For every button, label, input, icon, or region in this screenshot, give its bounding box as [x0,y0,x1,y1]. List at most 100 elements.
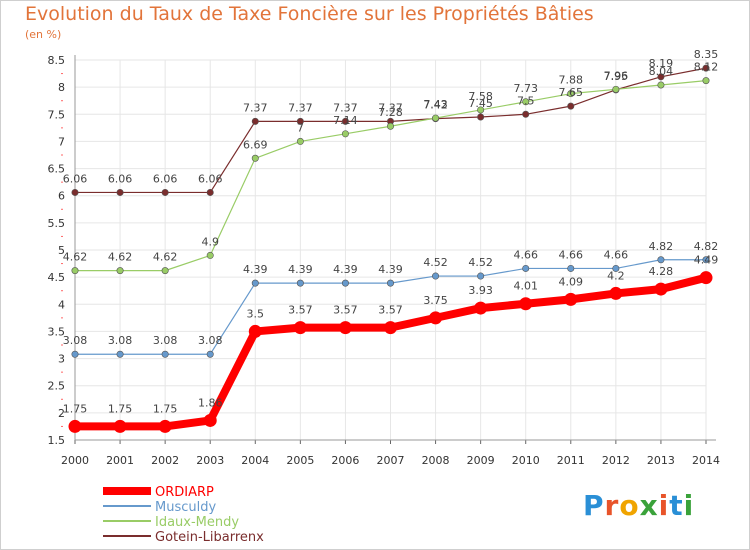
legend-label: Musculdy [155,500,216,515]
data-point [116,267,124,275]
data-point [206,350,214,358]
data-point [206,251,214,259]
data-point [522,110,530,118]
data-label: 4.62 [63,251,88,264]
logo-letter: x [639,489,659,522]
y-tick-label: 8.5 [48,54,66,67]
data-point [654,282,668,296]
data-point [699,271,713,285]
data-point [384,321,397,335]
data-label: 8.12 [694,61,719,74]
y-tick-label: 5.5 [48,217,66,230]
data-point [567,102,575,110]
data-point [567,90,575,98]
data-point [248,324,262,338]
data-point [702,256,710,264]
data-point [296,117,304,125]
data-label: 3.08 [153,334,178,347]
x-tick-label: 2000 [61,454,89,467]
data-label: 8.35 [694,48,719,61]
data-point [429,311,443,325]
data-point [296,279,304,287]
data-label: 7.42 [423,99,448,112]
data-point [519,297,533,311]
data-point [657,81,665,89]
data-labels: 1.75 1.75 1.75 1.86 3.5 3.57 3.57 3.57 3.75 3.93 4… [63,48,719,415]
x-tick-label: 2010 [512,454,540,467]
proxiti-logo: Proxiti [583,489,694,522]
data-point [71,350,79,358]
x-tick-label: 2004 [241,454,269,467]
y-tick-label: 2.5 [48,380,66,393]
data-label: 4.9 [201,235,219,248]
data-point [386,122,394,130]
legend-label: ORDIARP [155,485,214,500]
logo-letter: r [604,489,620,522]
data-point [477,106,485,114]
logo-letter: i [683,489,695,522]
x-tick-label: 2005 [286,454,314,467]
data-label: 1.86 [198,396,223,409]
data-label: 6.69 [243,138,268,151]
data-label: 3.57 [378,304,403,317]
data-point [474,301,488,315]
data-label: 4.82 [649,240,674,253]
data-label: 7 [297,121,304,134]
data-label: 4.52 [423,256,448,269]
data-point [432,114,440,122]
data-label: 7.37 [378,101,403,114]
data-label: 4.52 [468,256,493,269]
data-label: 4.62 [153,251,178,264]
data-point [116,350,124,358]
data-label: 6.06 [63,172,88,185]
data-point [251,279,259,287]
y-tick-label: 1.5 [48,434,66,447]
data-label: 4.2 [607,269,625,282]
data-label: 4.39 [378,263,403,276]
data-point [522,264,530,272]
y-tick-label: 4 [58,298,65,311]
data-point [341,279,349,287]
chart-unit: (en %) [25,28,62,41]
data-point [477,113,485,121]
data-label: 3.5 [247,307,265,320]
data-label: 7.14 [333,114,358,127]
series-lines [68,64,713,433]
data-label: 4.39 [243,263,268,276]
data-label: 6.06 [198,172,223,185]
data-point [702,64,710,72]
data-label: 8.19 [649,57,674,70]
x-tick-label: 2002 [151,454,179,467]
data-label: 3.08 [108,334,133,347]
data-label: 4.28 [649,265,674,278]
data-point [116,188,124,196]
data-label: 1.75 [108,402,133,415]
data-point [657,73,665,81]
y-tick-label: 6 [58,190,65,203]
data-label: 7.37 [333,101,358,114]
data-label: 4.01 [513,280,538,293]
data-label: 7.58 [468,90,493,103]
data-point [386,279,394,287]
data-label: 4.66 [604,248,629,261]
x-tick-label: 2012 [602,454,630,467]
data-label: 3.75 [423,294,448,307]
legend-label: Gotein-Libarrenx [155,530,264,545]
y-tick-label: 8 [58,81,65,94]
data-point [567,264,575,272]
data-label: 7.88 [559,74,584,87]
data-label: 8.04 [649,65,674,78]
x-tick-label: 2006 [331,454,359,467]
data-label: 1.75 [63,402,88,415]
x-tick-label: 2013 [647,454,675,467]
x-tick-label: 2011 [557,454,585,467]
data-label: 6.06 [108,172,133,185]
y-tick-label: 7 [58,135,65,148]
x-tick-label: 2003 [196,454,224,467]
data-label: 3.08 [198,334,223,347]
x-tick-label: 2014 [692,454,720,467]
data-point [206,188,214,196]
data-label: 7.28 [378,106,403,119]
